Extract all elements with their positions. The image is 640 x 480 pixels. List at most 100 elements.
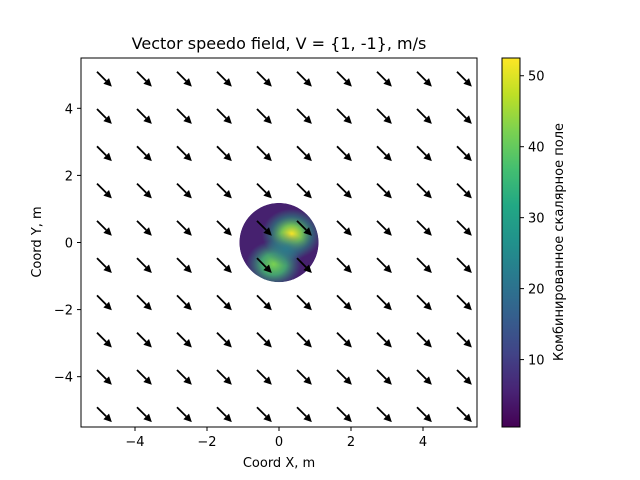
- scalar-field-disk: [239, 202, 319, 283]
- vector-arrow: [376, 182, 392, 199]
- vector-arrow: [296, 294, 312, 311]
- vector-arrow: [176, 220, 192, 236]
- vector-arrow: [376, 369, 392, 385]
- vector-arrow: [296, 332, 312, 348]
- vector-arrow: [296, 182, 312, 199]
- vector-arrow: [336, 182, 352, 199]
- vector-arrow: [376, 332, 392, 348]
- vector-arrow: [96, 332, 112, 348]
- vector-arrow: [336, 108, 352, 124]
- colorbar-tick-label: 20: [528, 283, 545, 298]
- vector-arrow: [296, 369, 312, 385]
- vector-arrow: [416, 71, 432, 87]
- colorbar-label: Комбинированное скалярное поле: [552, 123, 567, 361]
- vector-arrow: [96, 145, 112, 162]
- vector-arrow: [136, 369, 152, 385]
- vector-arrow: [256, 220, 272, 236]
- vector-arrow: [416, 145, 432, 162]
- y-tick-label: 2: [65, 169, 73, 184]
- vector-arrow: [256, 406, 272, 423]
- vector-arrow: [96, 71, 112, 87]
- vector-arrow: [136, 145, 152, 162]
- vector-arrow: [456, 71, 472, 87]
- vector-arrow: [416, 257, 432, 274]
- vector-arrow: [336, 332, 352, 348]
- x-tick-label: 2: [347, 435, 355, 450]
- vector-arrow: [216, 369, 232, 385]
- colorbar-tick-label: 50: [528, 70, 545, 85]
- vector-arrow: [136, 294, 152, 311]
- vector-arrow: [96, 220, 112, 236]
- y-tick-label: 0: [65, 237, 73, 252]
- vector-arrow: [416, 108, 432, 124]
- vector-arrow: [256, 294, 272, 311]
- vector-arrow: [296, 108, 312, 124]
- x-tick-label: 4: [419, 435, 427, 450]
- colorbar-tick-label: 30: [528, 212, 545, 227]
- vector-arrow: [456, 332, 472, 348]
- vector-arrow: [176, 369, 192, 385]
- vector-arrow: [136, 108, 152, 124]
- vector-arrow: [96, 369, 112, 385]
- colorbar-ticks: 10 20 30 40 50: [520, 70, 545, 369]
- vector-arrow: [256, 108, 272, 124]
- vector-arrow: [256, 257, 272, 274]
- vector-arrow: [296, 71, 312, 87]
- vector-arrow: [376, 406, 392, 423]
- vector-arrow: [376, 257, 392, 274]
- x-axis-label: Coord X, m: [243, 456, 315, 471]
- vector-arrow: [216, 182, 232, 199]
- vector-arrow: [416, 294, 432, 311]
- vector-arrow: [216, 406, 232, 423]
- vector-arrow: [96, 108, 112, 124]
- vector-arrow: [176, 145, 192, 162]
- vector-arrow: [296, 145, 312, 162]
- vector-arrow: [136, 220, 152, 236]
- vector-arrow: [376, 108, 392, 124]
- vector-arrow: [336, 220, 352, 236]
- vector-arrow: [136, 182, 152, 199]
- vector-arrow: [336, 145, 352, 162]
- vector-arrow: [136, 332, 152, 348]
- vector-arrow: [456, 257, 472, 274]
- vector-arrow: [216, 332, 232, 348]
- vector-arrow: [456, 406, 472, 423]
- colorbar-tick-label: 40: [528, 141, 545, 156]
- vector-arrow: [176, 108, 192, 124]
- vector-arrow: [416, 220, 432, 236]
- vector-arrow: [456, 294, 472, 311]
- x-axis-ticks: −4 −2 0 2 4: [125, 427, 427, 450]
- vector-arrow: [96, 294, 112, 311]
- y-axis-label: Coord Y, m: [30, 206, 45, 277]
- vector-arrow: [336, 257, 352, 274]
- vector-arrow: [376, 220, 392, 236]
- colorbar: [501, 57, 521, 428]
- vector-arrow: [216, 220, 232, 236]
- vector-arrow: [456, 145, 472, 162]
- vector-arrow: [456, 220, 472, 236]
- vector-arrow: [216, 257, 232, 274]
- y-axis-ticks: −4 −2 0 2 4: [54, 102, 81, 386]
- vector-arrow: [336, 369, 352, 385]
- vector-arrow: [176, 406, 192, 423]
- vector-arrow: [256, 145, 272, 162]
- vector-arrow: [376, 145, 392, 162]
- vector-arrow: [416, 406, 432, 423]
- x-tick-label: −2: [197, 435, 216, 450]
- disk-hotspot: [266, 232, 307, 267]
- y-tick-label: 4: [65, 102, 73, 117]
- vector-arrow: [416, 369, 432, 385]
- vector-arrow: [336, 294, 352, 311]
- vector-arrow: [136, 406, 152, 423]
- y-tick-label: −2: [54, 304, 73, 319]
- x-tick-label: 0: [275, 435, 283, 450]
- vector-arrow: [256, 332, 272, 348]
- x-tick-label: −4: [125, 435, 144, 450]
- vector-arrow: [216, 145, 232, 162]
- vector-arrow: [136, 257, 152, 274]
- vector-arrow: [136, 71, 152, 87]
- vector-arrow: [176, 257, 192, 274]
- vector-arrow: [336, 71, 352, 87]
- vector-arrow: [456, 108, 472, 124]
